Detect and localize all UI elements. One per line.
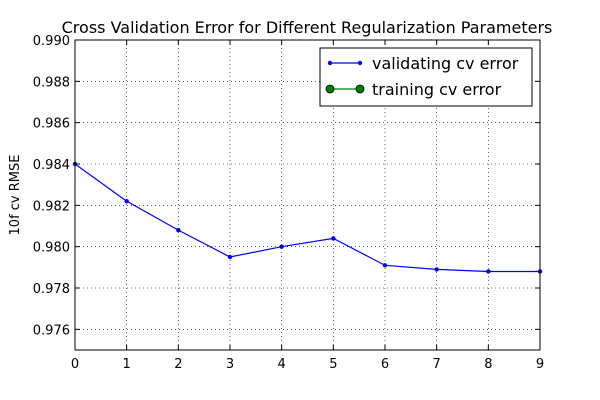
y-tick-label: 0.980 (33, 241, 70, 256)
legend-label: training cv error (372, 80, 502, 99)
y-axis-label: 10f cv RMSE (8, 155, 23, 236)
x-tick-label: 5 (329, 357, 337, 372)
y-tick-label: 0.978 (33, 282, 70, 297)
data-point (434, 267, 439, 272)
data-point (382, 263, 388, 268)
x-tick-label: 2 (174, 357, 182, 372)
legend-label: validating cv error (372, 54, 519, 73)
x-tick-label: 6 (381, 357, 389, 372)
data-point (486, 269, 491, 274)
data-point (176, 227, 181, 233)
x-tick-label: 9 (536, 357, 544, 372)
data-point (279, 244, 284, 249)
legend-box (319, 47, 533, 107)
x-tick-label: 4 (278, 357, 286, 372)
x-tick-label: 3 (226, 357, 234, 372)
y-tick-label: 0.988 (33, 75, 70, 90)
y-tick-label: 0.976 (33, 323, 70, 338)
legend-marker (327, 60, 333, 66)
legend: validating cv error training cv error (319, 47, 533, 107)
y-tick-label: 0.982 (33, 199, 70, 214)
x-tick-label: 1 (123, 357, 131, 372)
data-point (124, 199, 129, 204)
plot-frame (74, 39, 541, 351)
x-tick-label: 7 (433, 357, 441, 372)
y-tick-label: 0.984 (33, 158, 70, 173)
y-tick-label: 0.986 (33, 117, 70, 132)
x-tick-label: 8 (484, 357, 492, 372)
y-tick-label: 0.990 (33, 34, 70, 49)
legend-marker (355, 84, 365, 94)
legend-marker (357, 60, 363, 66)
x-tick-labels: 0 1 2 3 4 5 6 7 8 9 (71, 357, 544, 372)
chart-title: Cross Validation Error for Different Reg… (62, 18, 553, 37)
data-point (331, 236, 336, 241)
plot-series (72, 161, 543, 274)
legend-marker (325, 84, 335, 94)
series-line (74, 163, 540, 273)
axis-ticks (74, 39, 541, 350)
y-tick-labels: 0.976 0.978 0.980 0.982 0.984 0.986 0.988 0.990 (33, 34, 70, 338)
data-point (227, 254, 233, 260)
x-tick-label: 0 (71, 357, 79, 372)
